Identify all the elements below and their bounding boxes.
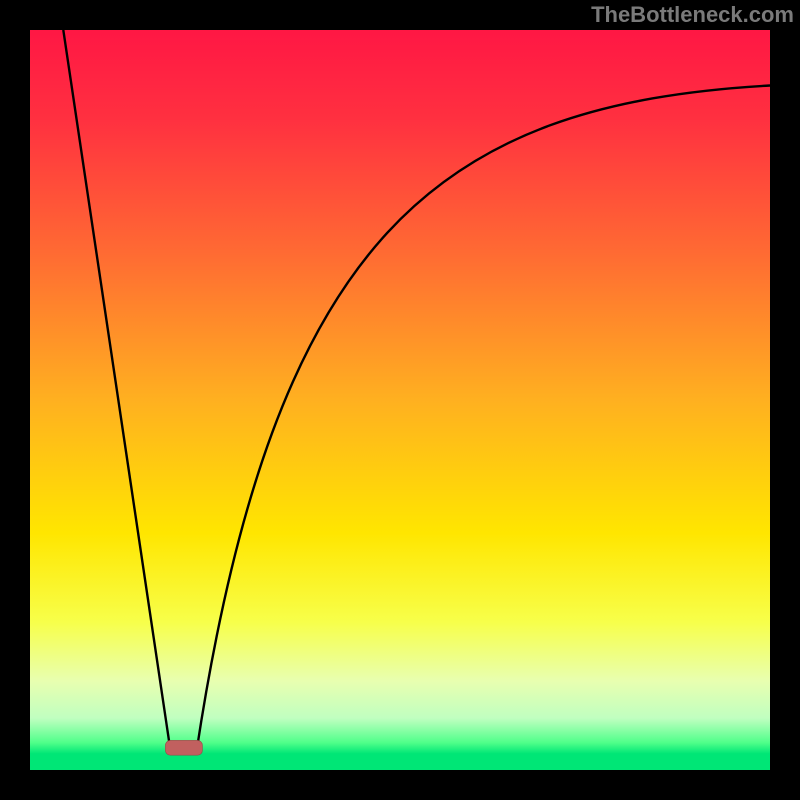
minimum-marker bbox=[165, 740, 202, 755]
chart-container: TheBottleneck.com bbox=[0, 0, 800, 800]
chart-plot-background bbox=[30, 30, 770, 770]
watermark-text: TheBottleneck.com bbox=[591, 2, 794, 28]
bottleneck-chart bbox=[0, 0, 800, 800]
